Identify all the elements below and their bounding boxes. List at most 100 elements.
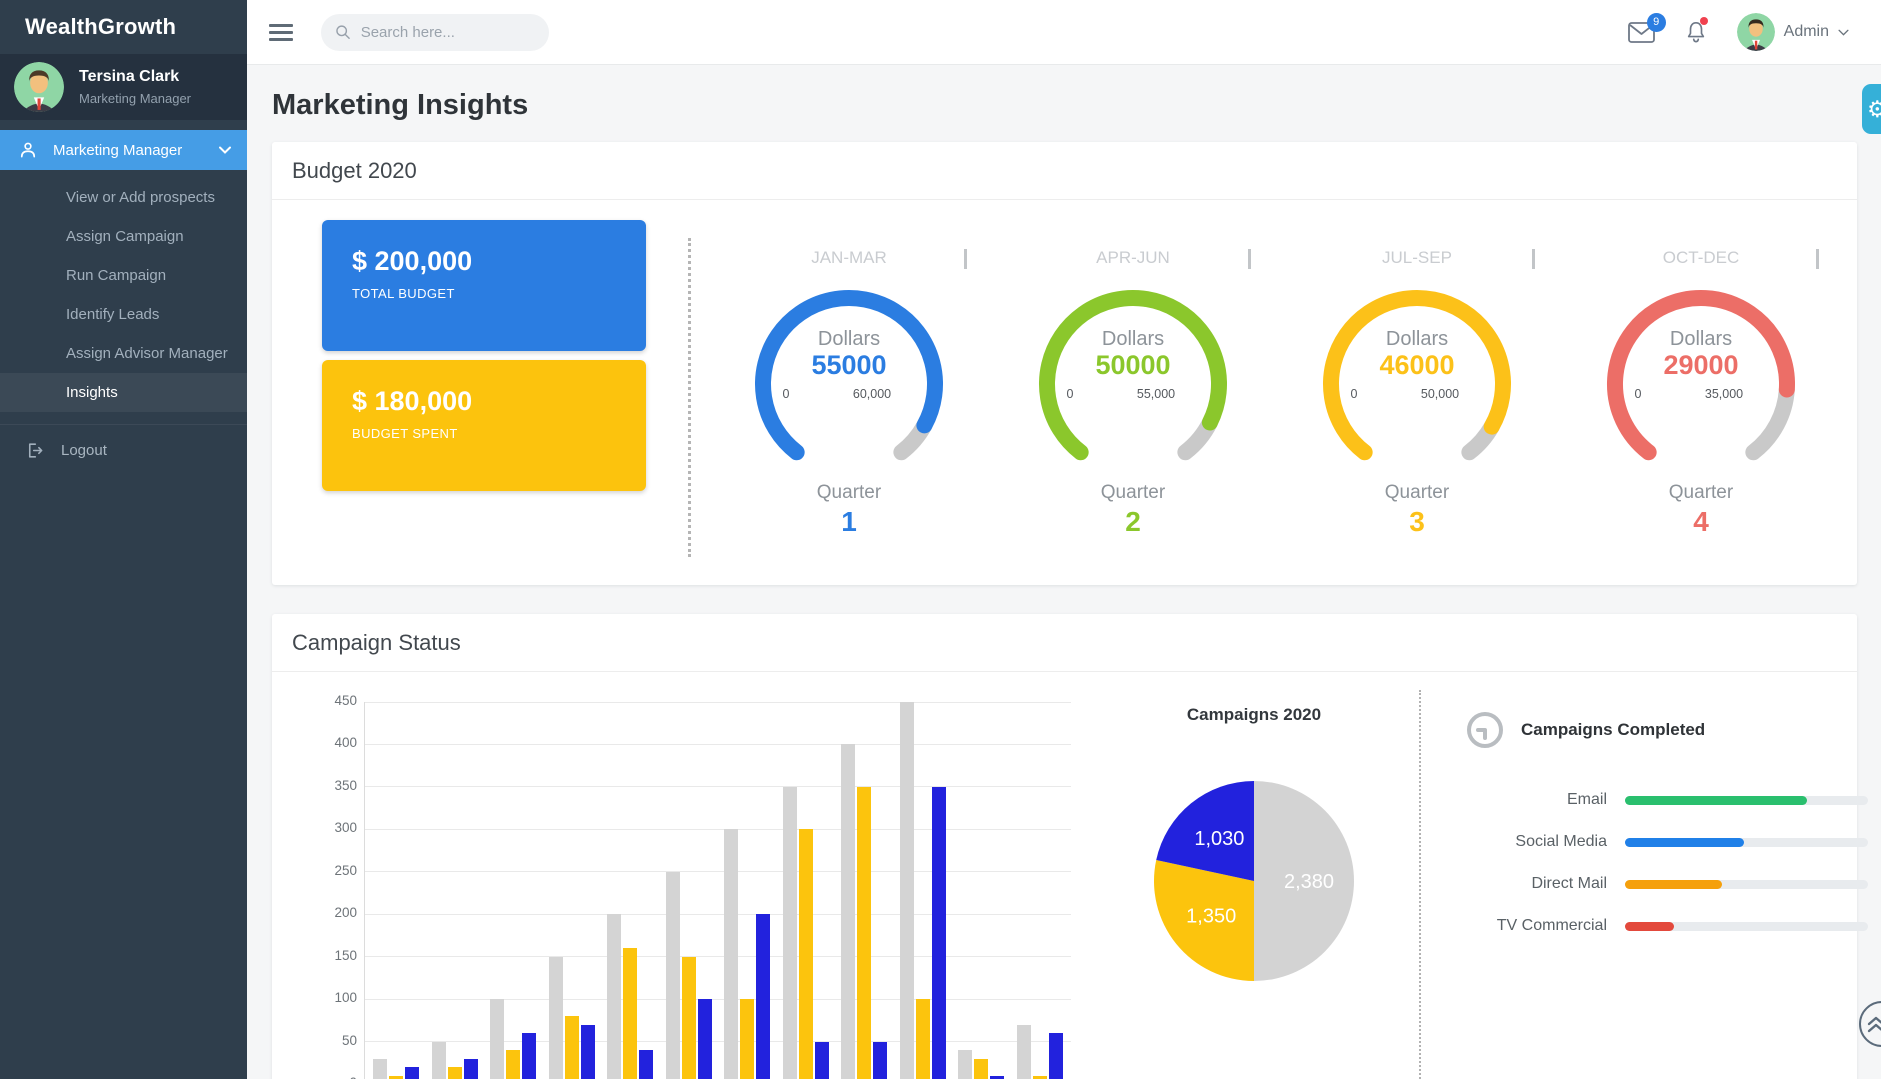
progress-track bbox=[1625, 921, 1868, 931]
bar-group bbox=[958, 1050, 1005, 1079]
bar-yellow bbox=[857, 786, 872, 1079]
sidebar-item-insights[interactable]: Insights bbox=[0, 373, 247, 412]
progress-fill bbox=[1625, 837, 1745, 847]
bar-group bbox=[841, 744, 888, 1079]
pie-label: 2,380 bbox=[1284, 871, 1334, 893]
bar-blue bbox=[756, 914, 771, 1079]
gridline bbox=[365, 743, 1071, 745]
gridline bbox=[365, 1041, 1071, 1043]
y-axis-label: 150 bbox=[334, 947, 357, 963]
progress-track bbox=[1625, 879, 1868, 889]
settings-edge-button[interactable]: ⚙ bbox=[1862, 84, 1881, 134]
gauge-period: JAN-MAR bbox=[707, 248, 991, 272]
y-axis-label: 450 bbox=[334, 693, 357, 708]
topbar-actions: 9 bbox=[1627, 12, 1863, 51]
bar-blue bbox=[463, 1058, 478, 1079]
gauge-quarter-3: JUL-SEP Dollars 46000 0 50,000 Quarter 3 bbox=[1275, 248, 1559, 585]
quarter-gauges: JAN-MAR Dollars 55000 0 60,000 Quarter 1 AP… bbox=[691, 216, 1857, 585]
messages-button[interactable]: 9 bbox=[1627, 12, 1666, 43]
brand-logo: WealthGrowth bbox=[25, 14, 177, 39]
bar-yellow bbox=[798, 829, 813, 1079]
menu-group-label: Marketing Manager bbox=[53, 141, 183, 159]
gauge-unit-label: Dollars bbox=[818, 328, 880, 350]
bar-groups bbox=[365, 702, 1071, 1079]
bar-yellow bbox=[915, 999, 930, 1079]
gauge-value: 29000 bbox=[1663, 350, 1738, 380]
quarter-label: Quarter bbox=[1668, 482, 1734, 503]
sidebar-item-logout[interactable]: Logout bbox=[0, 424, 247, 476]
bar-gray bbox=[548, 956, 563, 1079]
progress-label: Social Media bbox=[1515, 833, 1607, 850]
sidebar-item-view-or-add-prospects[interactable]: View or Add prospects bbox=[66, 189, 215, 206]
bar-group bbox=[607, 914, 654, 1079]
bar-group bbox=[373, 1058, 420, 1079]
pie-slice bbox=[1254, 781, 1354, 981]
sidebar-item-identify-leads[interactable]: Identify Leads bbox=[66, 306, 160, 323]
gauge-value-arc bbox=[1039, 290, 1227, 461]
campaign-card-body: 0 50 100 150 200 250 300 350 400 450 Campaigns 20… bbox=[272, 672, 1868, 1079]
gridline bbox=[365, 786, 1071, 788]
gauge-value-arc bbox=[755, 290, 943, 461]
gauge-quarter-2: APR-JUN Dollars 50000 0 55,000 Quarter 2 bbox=[991, 248, 1275, 585]
sidebar-item-marketing-manager[interactable]: Marketing Manager bbox=[0, 130, 247, 170]
gauge-max-label: 35,000 bbox=[1705, 387, 1743, 401]
y-axis-label: 350 bbox=[334, 777, 357, 793]
progress-fill bbox=[1625, 795, 1808, 805]
bar-group bbox=[665, 871, 712, 1079]
gauge-value-arc bbox=[1607, 290, 1795, 461]
bar-yellow bbox=[564, 1016, 579, 1079]
progress-row-tv-commercial: TV Commercial bbox=[1465, 917, 1868, 934]
sidebar-item-run-campaign[interactable]: Run Campaign bbox=[66, 267, 167, 284]
gauge-min-label: 0 bbox=[783, 387, 790, 401]
double-chevron-up-icon bbox=[1867, 1016, 1881, 1033]
main-area: 9 bbox=[247, 0, 1881, 1079]
pie-label: 1,030 bbox=[1194, 828, 1244, 850]
user-icon bbox=[20, 142, 36, 158]
budget-spent-value: $ 180,000 bbox=[352, 386, 473, 416]
progress-row-social-media: Social Media bbox=[1465, 833, 1868, 850]
profile-text: Tersina Clark Marketing Manager bbox=[79, 68, 191, 106]
y-axis-label: 400 bbox=[334, 735, 357, 751]
gridline bbox=[365, 701, 1071, 703]
campaigns-completed-header: Campaigns Completed bbox=[1465, 710, 1868, 750]
progress-row-email: Email bbox=[1465, 791, 1868, 808]
campaigns-completed-title: Campaigns Completed bbox=[1521, 720, 1706, 739]
budget-spent-label: BUDGET SPENT bbox=[352, 426, 458, 441]
user-label: Admin bbox=[1783, 23, 1829, 40]
quarter-number: 2 bbox=[1125, 506, 1141, 537]
gridline bbox=[365, 998, 1071, 1000]
user-avatar bbox=[1736, 13, 1775, 51]
progress-fill bbox=[1625, 921, 1674, 931]
budget-summary-column: $ 200,000 TOTAL BUDGET $ 180,000 BUDGET … bbox=[322, 216, 646, 585]
bar-yellow bbox=[974, 1058, 989, 1079]
gauge-unit-label: Dollars bbox=[1670, 328, 1732, 350]
gauge-period-label: JUL-SEP bbox=[1382, 248, 1452, 267]
bar-gray bbox=[665, 871, 680, 1079]
bar-blue bbox=[873, 1041, 888, 1079]
sidebar-profile: Tersina Clark Marketing Manager bbox=[0, 54, 247, 120]
gauge-unit-label: Dollars bbox=[1102, 328, 1164, 350]
progress-track bbox=[1625, 795, 1868, 805]
user-avatar bbox=[14, 62, 64, 112]
sidebar-item-assign-campaign[interactable]: Assign Campaign bbox=[66, 228, 184, 245]
bar-yellow bbox=[740, 999, 755, 1079]
notifications-button[interactable] bbox=[1685, 17, 1708, 44]
gridline bbox=[365, 828, 1071, 830]
campaign-pie-chart: Campaigns 2020 2,380 1,350 1,030 bbox=[1089, 686, 1419, 1079]
user-menu[interactable]: Admin bbox=[1736, 13, 1849, 51]
logout-label: Logout bbox=[61, 442, 107, 459]
gridline bbox=[365, 913, 1071, 915]
sidebar-item-assign-advisor-manager[interactable]: Assign Advisor Manager bbox=[66, 345, 228, 362]
sidebar: WealthGrowth Tersina Clark Marketing Man… bbox=[0, 0, 247, 1079]
notification-dot bbox=[1699, 17, 1708, 25]
bar-blue bbox=[405, 1067, 420, 1079]
profile-role: Marketing Manager bbox=[79, 91, 191, 106]
chevron-down-icon bbox=[219, 146, 231, 154]
gauge-min-label: 0 bbox=[1635, 387, 1642, 401]
hamburger-menu-icon[interactable] bbox=[269, 23, 293, 41]
search-input[interactable] bbox=[360, 23, 535, 41]
bar-group bbox=[1016, 1024, 1063, 1079]
